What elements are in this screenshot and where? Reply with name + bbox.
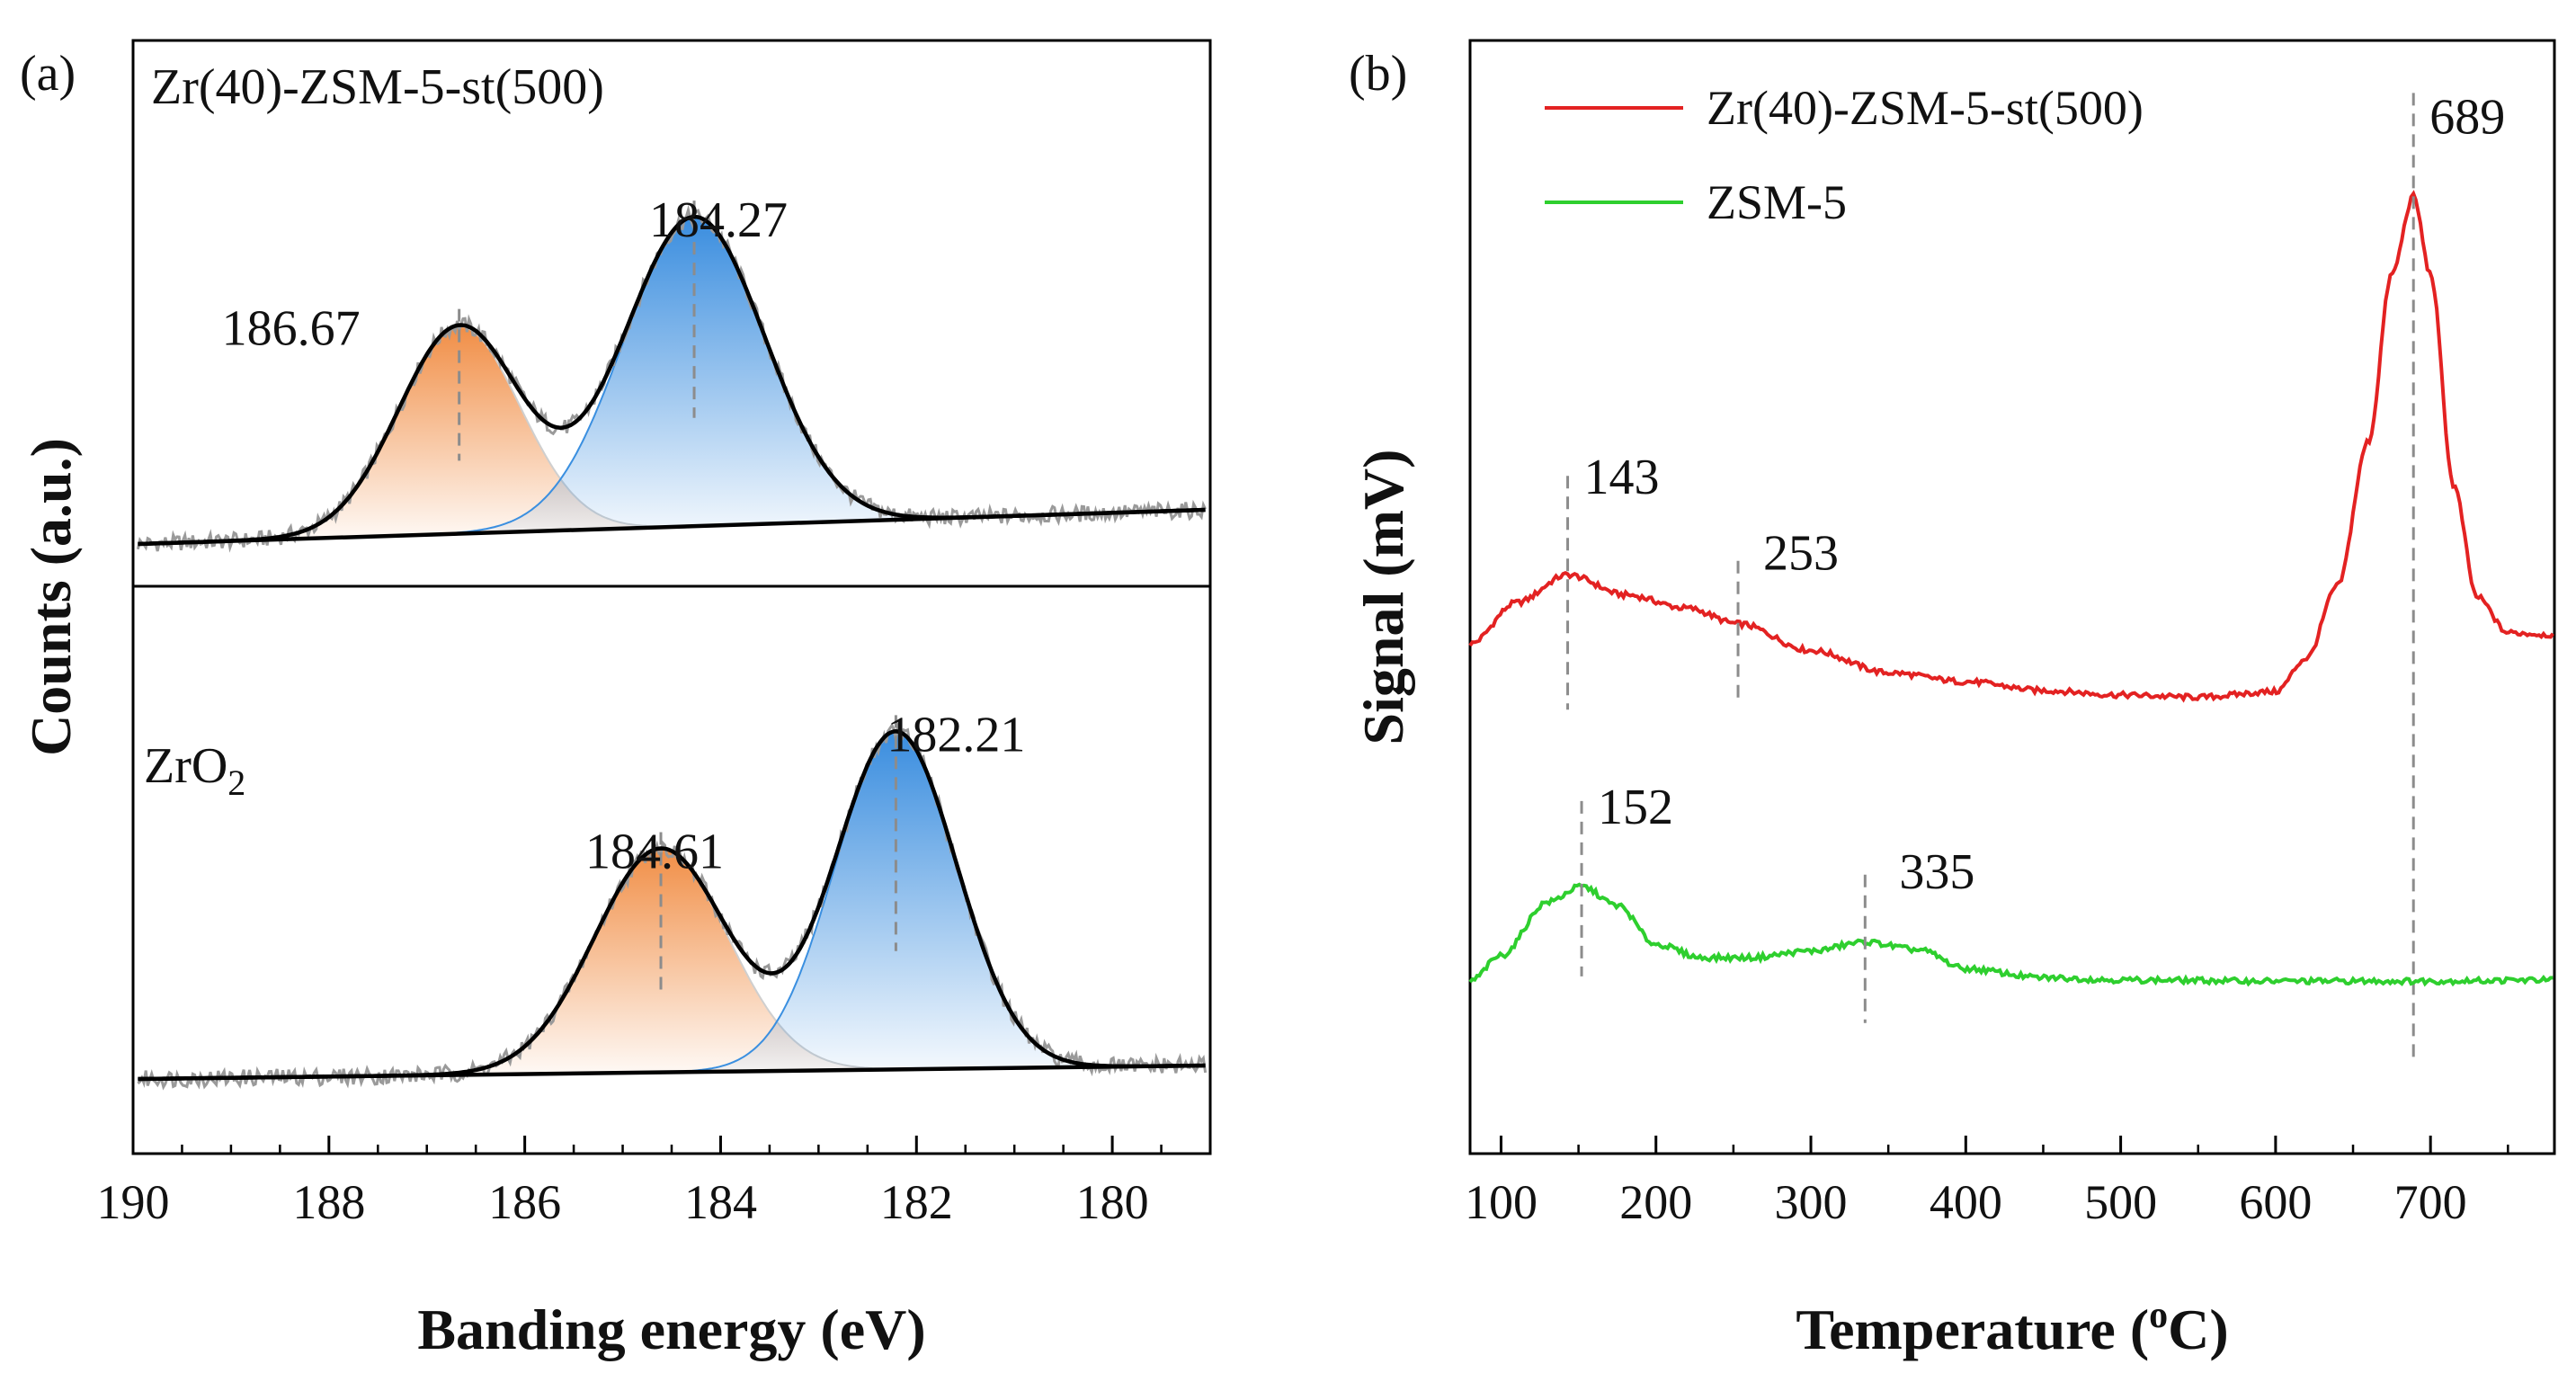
- peak-label-182-21: 182.21: [887, 707, 1025, 762]
- peak-label-184-27: 184.27: [649, 192, 788, 248]
- peak-fill-182-21: [138, 731, 1206, 1079]
- x-tick-label-100: 100: [1465, 1175, 1538, 1229]
- peak-label-186-67: 186.67: [222, 301, 361, 357]
- series-line-zsm-5: [1468, 882, 2554, 987]
- x-tick-label-400: 400: [1930, 1175, 2002, 1229]
- x-tick-label-182: 182: [880, 1175, 953, 1229]
- x-tick-label-500: 500: [2084, 1175, 2157, 1229]
- peak-label-253: 253: [1763, 526, 1839, 582]
- panel-a: (a) 190 188 186 184 182 180 186.67 184.27 184.…: [19, 39, 1212, 1361]
- x-tick-label-186: 186: [488, 1175, 561, 1229]
- legend-label-zr40: Zr(40)-ZSM-5-st(500): [1707, 81, 2144, 135]
- x-tick-label-190: 190: [97, 1175, 170, 1229]
- peak-label-184-61: 184.61: [585, 825, 724, 880]
- x-tick-label-200: 200: [1619, 1175, 1692, 1229]
- panel-a-x-title: Banding energy (eV): [417, 1297, 925, 1361]
- panel-b-tag: (b): [1349, 46, 1407, 102]
- x-tick-label-700: 700: [2394, 1175, 2467, 1229]
- panel-b-x-title: Temperature (oC): [1796, 1295, 2228, 1361]
- subplot-zr40-zsm5: 186.67 184.27: [136, 192, 1207, 553]
- x-tick-label-184: 184: [684, 1175, 757, 1229]
- peak-fill-184-27: [138, 217, 1206, 545]
- peak-label-152: 152: [1598, 780, 1673, 835]
- x-tick-label-180: 180: [1076, 1175, 1149, 1229]
- fit-baseline: [138, 1063, 1206, 1082]
- panel-b: (b) 100 200 300 400 500 600 700 143 253 689 152 33…: [1349, 39, 2556, 1361]
- peak-label-689: 689: [2429, 89, 2505, 145]
- peak-label-143: 143: [1584, 450, 1660, 505]
- panel-a-tag: (a): [20, 46, 76, 102]
- series-line-zr-40-zsm-5-st-500: [1468, 190, 2554, 703]
- x-tick-label-600: 600: [2239, 1175, 2312, 1229]
- panel-b-x-ticks: 100 200 300 400 500 600 700: [1465, 1136, 2509, 1229]
- legend-label-zsm5: ZSM-5: [1707, 175, 1847, 229]
- x-tick-label-300: 300: [1775, 1175, 1848, 1229]
- subplot-zro2: 184.61 182.21: [137, 707, 1208, 1091]
- panel-b-y-title: Signal (mV): [1351, 450, 1415, 745]
- panel-b-series: 143 253 689 152 335: [1468, 89, 2554, 1061]
- raw-spectrum: [137, 722, 1208, 1091]
- peak-fill-184-61: [138, 848, 1206, 1079]
- fit-baseline: [138, 507, 1206, 547]
- peak-fill-186-67: [138, 325, 1206, 544]
- panel-a-x-ticks: 190 188 186 184 182 180: [97, 1136, 1212, 1229]
- panel-b-frame: [1468, 39, 2556, 1155]
- subplot-label-zro2: ZrO2: [144, 738, 245, 803]
- peak-label-335: 335: [1899, 844, 1974, 900]
- x-tick-label-188: 188: [292, 1175, 365, 1229]
- subplot-label-zr40-zsm5: Zr(40)-ZSM-5-st(500): [151, 59, 604, 115]
- legend: Zr(40)-ZSM-5-st(500) ZSM-5: [1545, 81, 2144, 229]
- panel-a-y-title: Counts (a.u.): [19, 438, 83, 756]
